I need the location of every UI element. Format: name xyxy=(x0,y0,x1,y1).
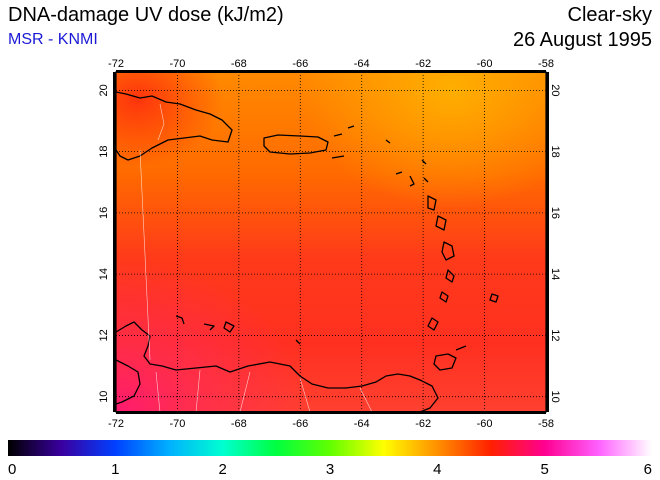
lat-tick-label-left: 10 xyxy=(98,391,110,403)
date-label: 26 August 1995 xyxy=(512,29,652,51)
lon-tick-label-top: -64 xyxy=(354,58,370,70)
lon-tick-label-top: -72 xyxy=(108,58,124,70)
sky-condition-label: Clear-sky xyxy=(567,4,652,26)
colorbar-tick-label: 2 xyxy=(218,461,226,478)
lat-tick-label-right: 10 xyxy=(549,391,561,403)
bottom-axis-bar xyxy=(116,411,546,414)
trinidad-coast xyxy=(433,345,467,371)
maracaibo-coast xyxy=(116,359,141,405)
top-axis-bar xyxy=(116,70,546,73)
lon-tick-label-bottom: -60 xyxy=(477,418,493,430)
colorbar xyxy=(8,440,652,456)
lat-tick-label-left: 18 xyxy=(98,146,110,158)
lon-tick-label-bottom: -68 xyxy=(231,418,247,430)
data-field xyxy=(116,72,546,412)
lat-tick-label-right: 16 xyxy=(549,207,561,219)
colorbar-ticks: 0 1 2 3 4 5 6 xyxy=(8,461,652,478)
lat-tick-label-left: 16 xyxy=(98,207,110,219)
lat-tick-label-left: 20 xyxy=(98,84,110,96)
latitude-ticks-right: 10 12 14 16 18 20 xyxy=(549,84,561,403)
lesser-antilles-north xyxy=(385,139,447,231)
latitude-ticks-left: 10 12 14 16 18 20 xyxy=(98,84,110,403)
lat-tick-label-right: 20 xyxy=(549,84,561,96)
lon-tick-label-bottom: -66 xyxy=(292,418,308,430)
lon-tick-label-bottom: -70 xyxy=(169,418,185,430)
map-title: DNA-damage UV dose (kJ/m2) xyxy=(8,4,284,26)
hispaniola-coast xyxy=(116,91,233,161)
longitude-ticks-top: -72 -70 -68 -66 -64 -62 -60 -58 xyxy=(108,58,554,70)
lat-tick-label-right: 12 xyxy=(549,329,561,341)
colorbar-tick-label: 6 xyxy=(644,461,652,478)
longitude-ticks-bottom: -72 -70 -68 -66 -64 -62 -60 -58 xyxy=(108,418,554,430)
lat-tick-label-right: 14 xyxy=(549,268,561,280)
right-axis-bar xyxy=(546,72,549,412)
coastlines xyxy=(116,91,499,412)
lesser-antilles-south xyxy=(427,241,499,331)
puerto-rico-coast xyxy=(263,134,329,155)
credit-label: MSR - KNMI xyxy=(8,31,98,48)
lat-tick-label-right: 18 xyxy=(549,146,561,158)
lon-tick-label-top: -62 xyxy=(415,58,431,70)
colorbar-tick-label: 0 xyxy=(8,461,16,478)
lon-tick-label-top: -60 xyxy=(477,58,493,70)
abc-islands-coast xyxy=(175,315,301,345)
interior-borders xyxy=(139,103,373,412)
lon-tick-label-top: -66 xyxy=(292,58,308,70)
colorbar-tick-label: 4 xyxy=(433,461,441,478)
lat-tick-label-left: 12 xyxy=(98,329,110,341)
colorbar-tick-label: 3 xyxy=(326,461,334,478)
lon-tick-label-bottom: -72 xyxy=(108,418,124,430)
lon-tick-label-bottom: -58 xyxy=(538,418,554,430)
lon-tick-label-bottom: -64 xyxy=(354,418,370,430)
lat-tick-label-left: 14 xyxy=(98,268,110,280)
venezuela-coast xyxy=(116,321,439,412)
lon-tick-label-top: -70 xyxy=(169,58,185,70)
lon-tick-label-top: -68 xyxy=(231,58,247,70)
virgin-islands-coast xyxy=(331,125,355,159)
colorbar-tick-label: 5 xyxy=(540,461,548,478)
lon-tick-label-top: -58 xyxy=(538,58,554,70)
colorbar-tick-label: 1 xyxy=(111,461,119,478)
lon-tick-label-bottom: -62 xyxy=(415,418,431,430)
left-axis-bar xyxy=(113,72,116,412)
